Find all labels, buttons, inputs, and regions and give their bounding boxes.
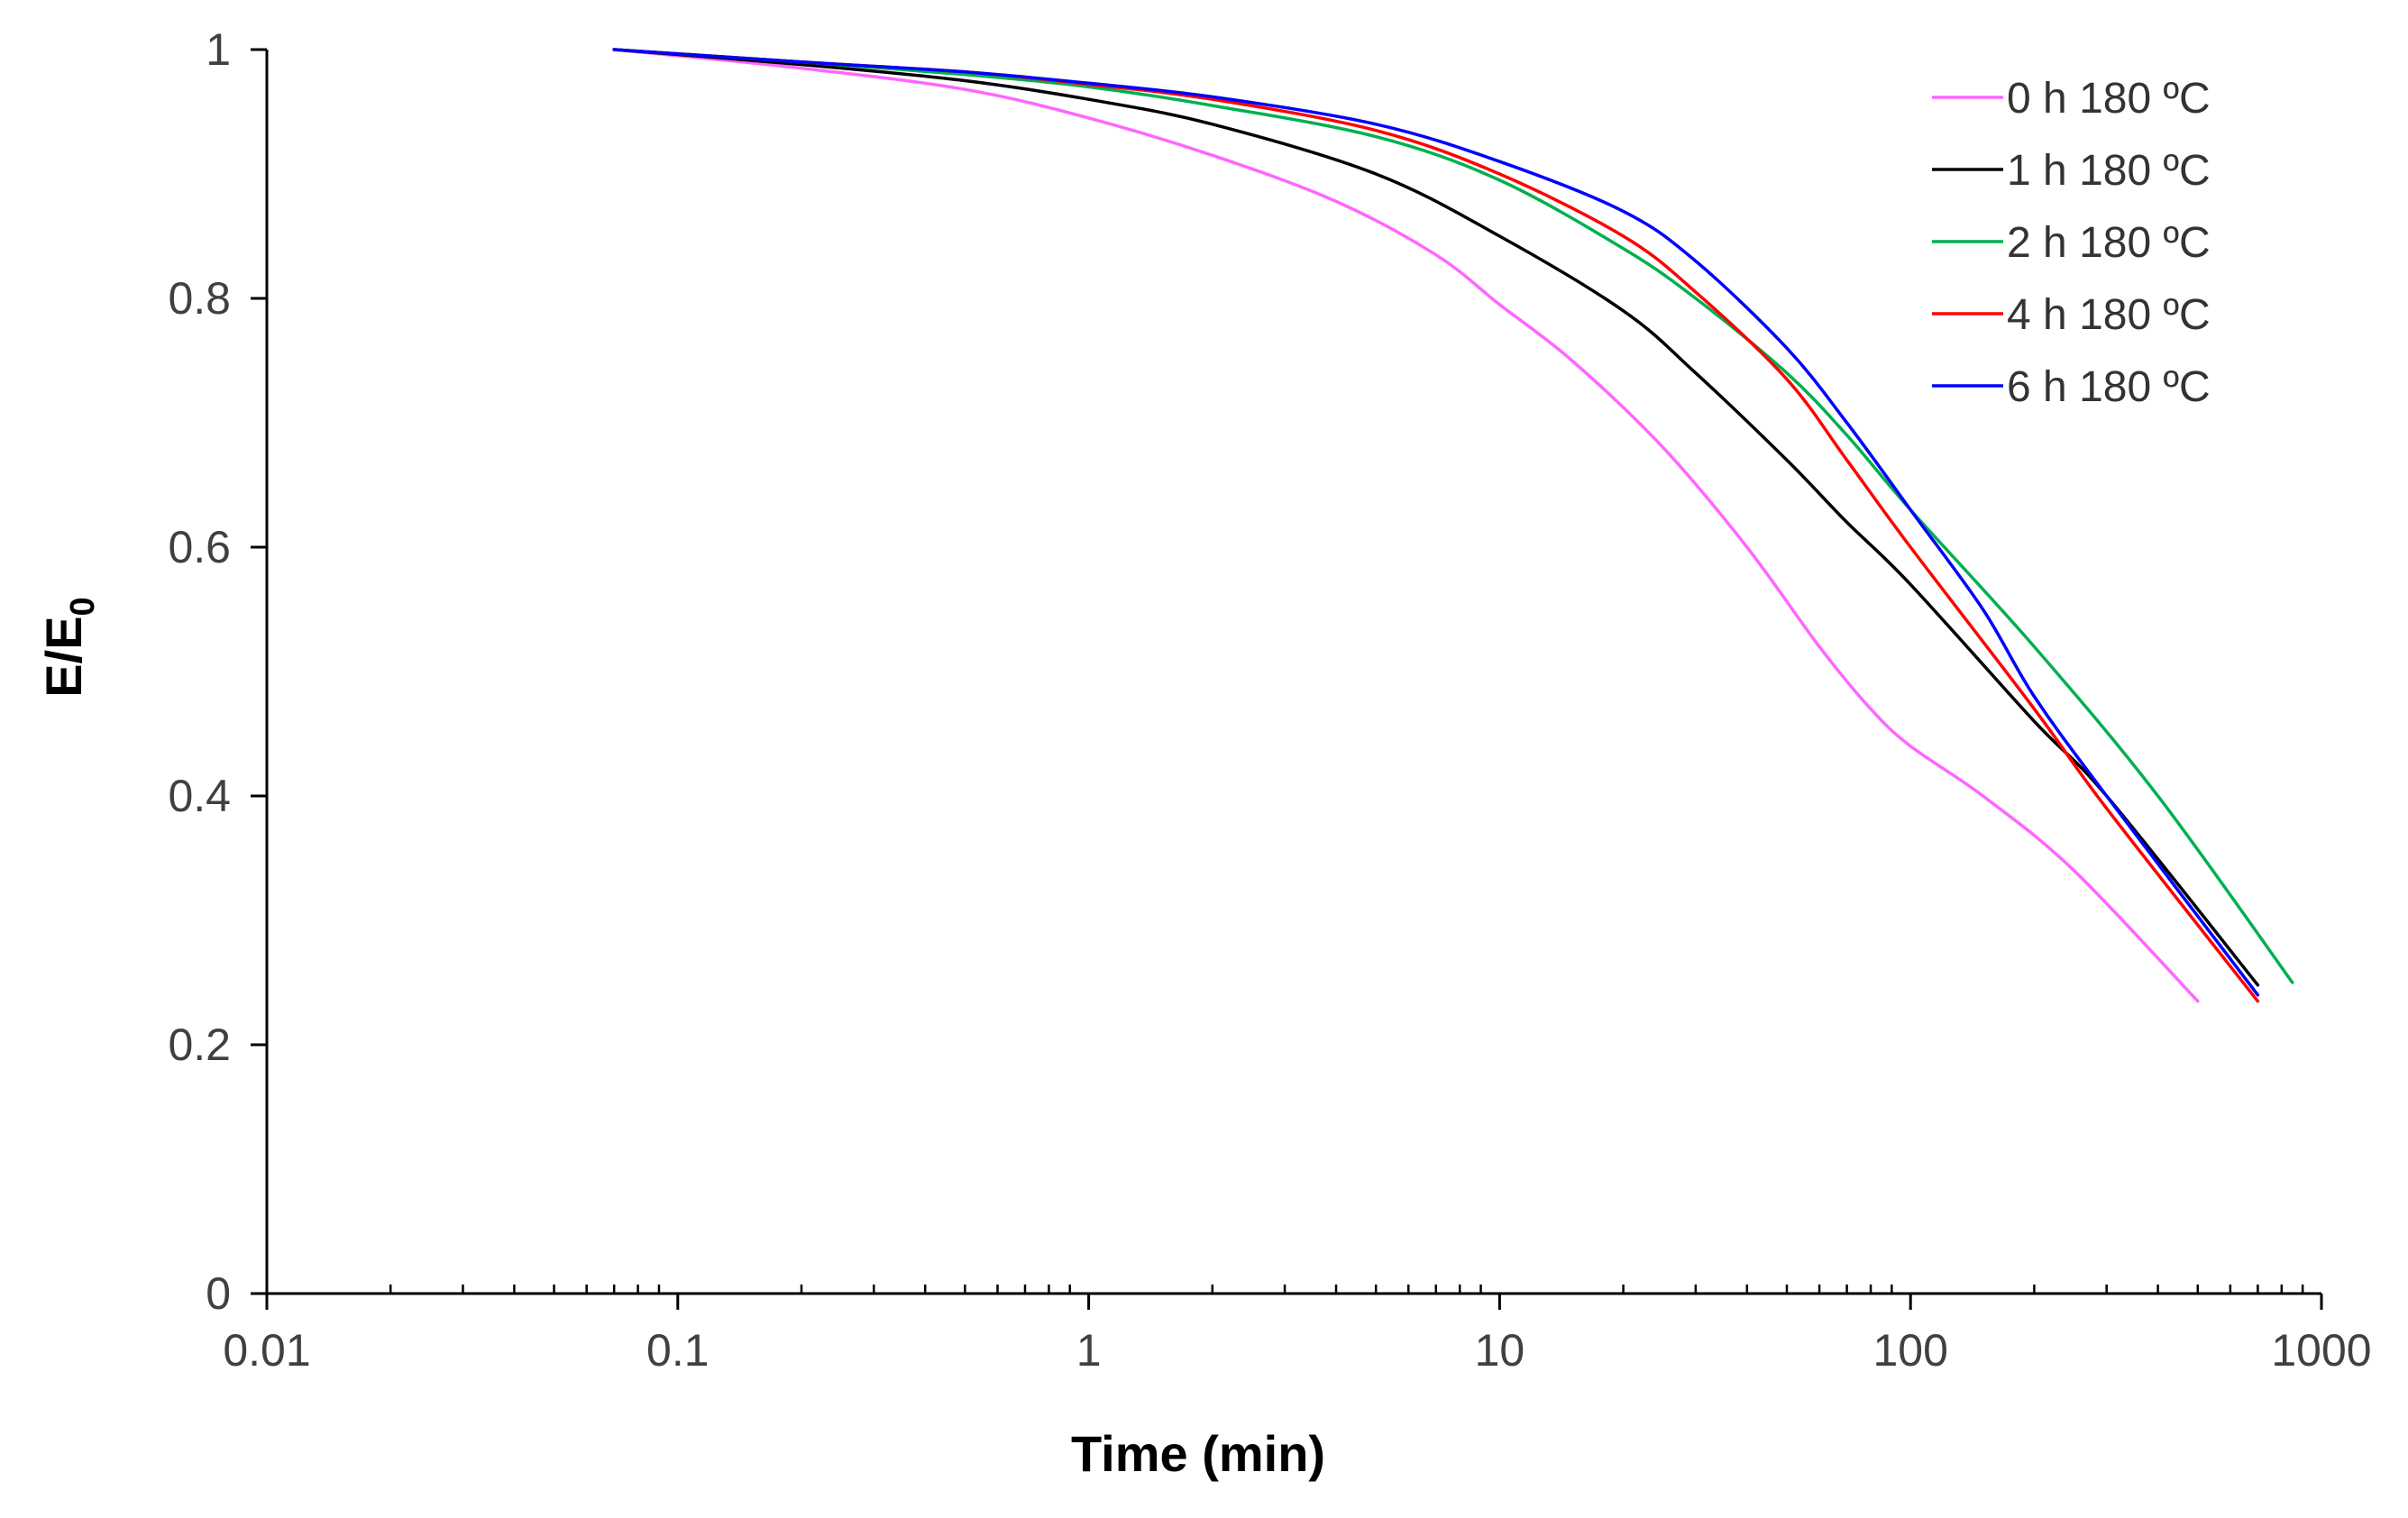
x-tick-label: 100 bbox=[1872, 1325, 1947, 1376]
series-line-4 bbox=[612, 48, 2260, 997]
chart-axes: 0 0.2 0.4 0.6 0.8 1 0.01 0.1 1 10 100 1000 bbox=[168, 24, 2371, 1376]
y-axis-title: E/E0 bbox=[35, 597, 102, 697]
y-tick-label: 0.6 bbox=[168, 522, 231, 572]
x-tick-label: 0.01 bbox=[223, 1325, 310, 1376]
y-axis-title-subscript: 0 bbox=[64, 597, 102, 616]
x-tick-label: 1000 bbox=[2271, 1325, 2371, 1376]
y-tick-label: 0 bbox=[206, 1268, 231, 1319]
y-axis-title-main: E/E bbox=[35, 616, 92, 697]
legend-label-1: 1 h 180 ºC bbox=[2007, 147, 2211, 195]
legend-label-4: 6 h 180 ºC bbox=[2007, 363, 2211, 411]
legend-label-2: 2 h 180 ºC bbox=[2007, 219, 2211, 267]
series-line-2 bbox=[612, 48, 2294, 984]
x-tick-label: 1 bbox=[1076, 1325, 1102, 1376]
y-tick-label: 0.8 bbox=[168, 273, 231, 324]
x-tick-label: 10 bbox=[1475, 1325, 1525, 1376]
legend-label-3: 4 h 180 ºC bbox=[2007, 291, 2211, 339]
chart-series bbox=[612, 48, 2294, 1003]
x-tick-label: 0.1 bbox=[646, 1325, 710, 1376]
series-line-1 bbox=[612, 48, 2260, 987]
y-tick-label: 1 bbox=[206, 24, 231, 75]
y-tick-label: 0.2 bbox=[168, 1020, 231, 1070]
x-axis-title: Time (min) bbox=[1071, 1425, 1325, 1482]
series-line-0 bbox=[612, 48, 2200, 1003]
chart-legend: 0 h 180 ºC 1 h 180 ºC 2 h 180 ºC 4 h 180 ºC… bbox=[1932, 75, 2211, 411]
y-tick-label: 0.4 bbox=[168, 771, 231, 821]
legend-label-0: 0 h 180 ºC bbox=[2007, 75, 2211, 123]
